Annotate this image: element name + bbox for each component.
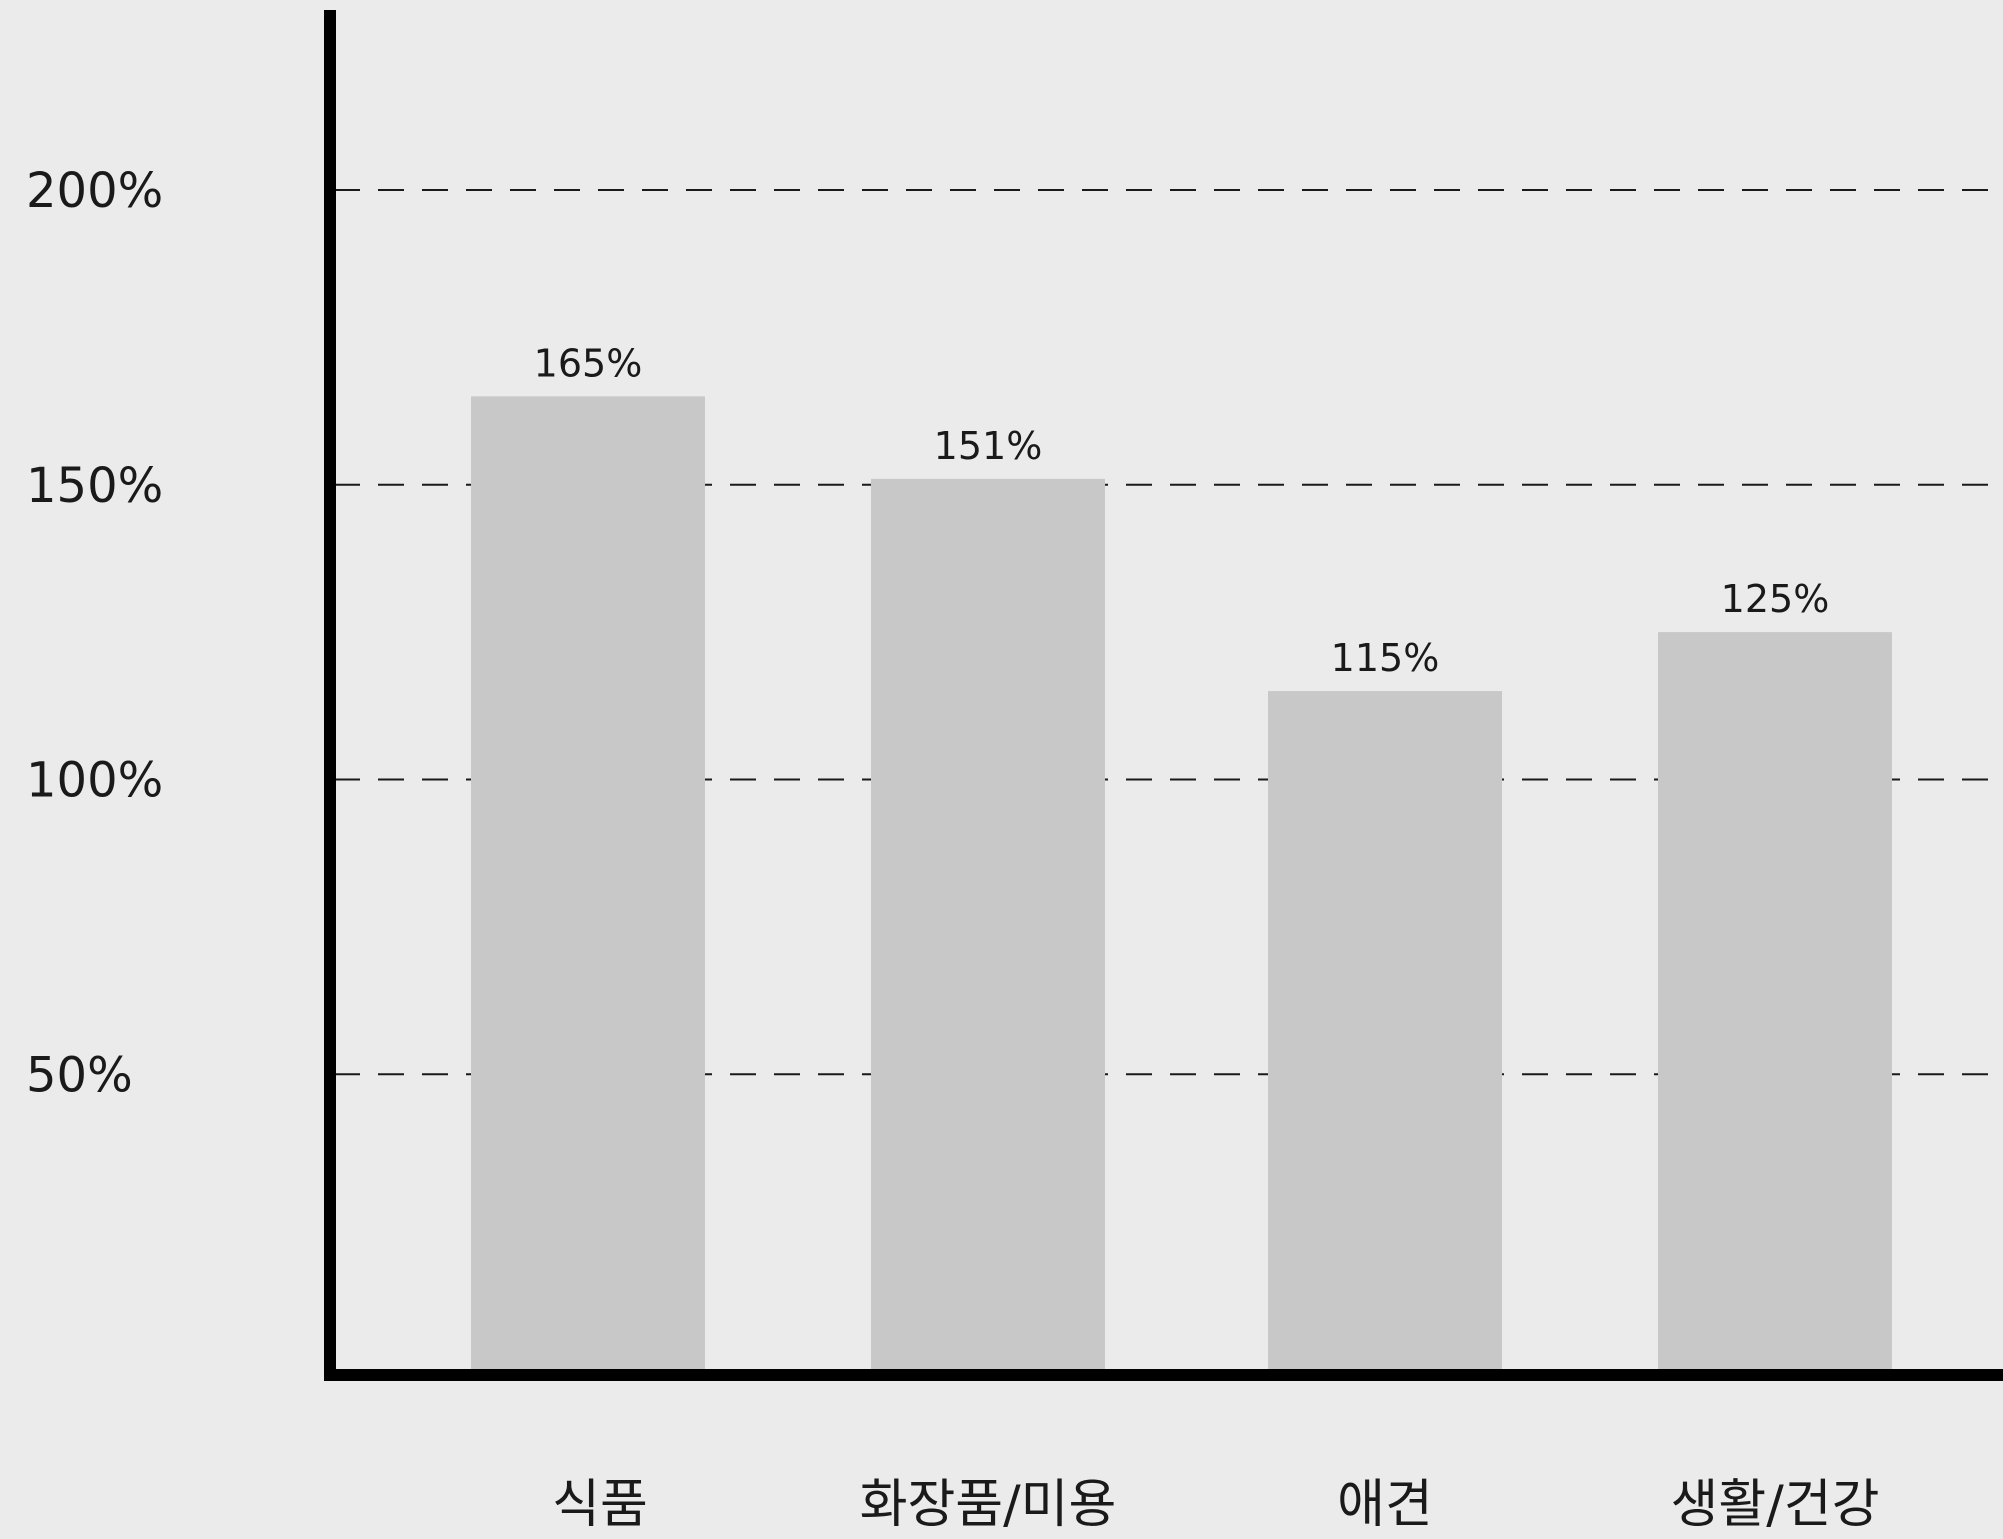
bar-1 (471, 396, 705, 1369)
y-tick-label-150: 150% (26, 458, 163, 514)
bar-3 (1268, 691, 1502, 1369)
category-label-4: 생활/건강 (1671, 1475, 1880, 1535)
data-label-2: 151% (934, 424, 1043, 468)
bar-4 (1658, 632, 1892, 1369)
category-label-1: 식품 (552, 1475, 648, 1535)
y-tick-labels: 50% 100% 150% 200% (26, 163, 163, 1103)
y-tick-label-50: 50% (26, 1047, 133, 1103)
category-labels: 식품 화장품/미용 애견 생활/건강 (552, 1475, 1879, 1535)
data-label-3: 115% (1331, 636, 1440, 680)
y-tick-label-200: 200% (26, 163, 163, 219)
bars (471, 396, 1892, 1380)
data-label-4: 125% (1721, 577, 1830, 621)
bar-2 (871, 478, 1105, 1380)
axes (324, 10, 2003, 1381)
data-labels: 165% 151% 115% 125% (534, 341, 1830, 680)
category-label-2: 화장품/미용 (860, 1475, 1117, 1535)
category-label-3: 애견 (1337, 1475, 1433, 1535)
data-label-1: 165% (534, 341, 643, 385)
y-tick-label-100: 100% (26, 753, 163, 809)
